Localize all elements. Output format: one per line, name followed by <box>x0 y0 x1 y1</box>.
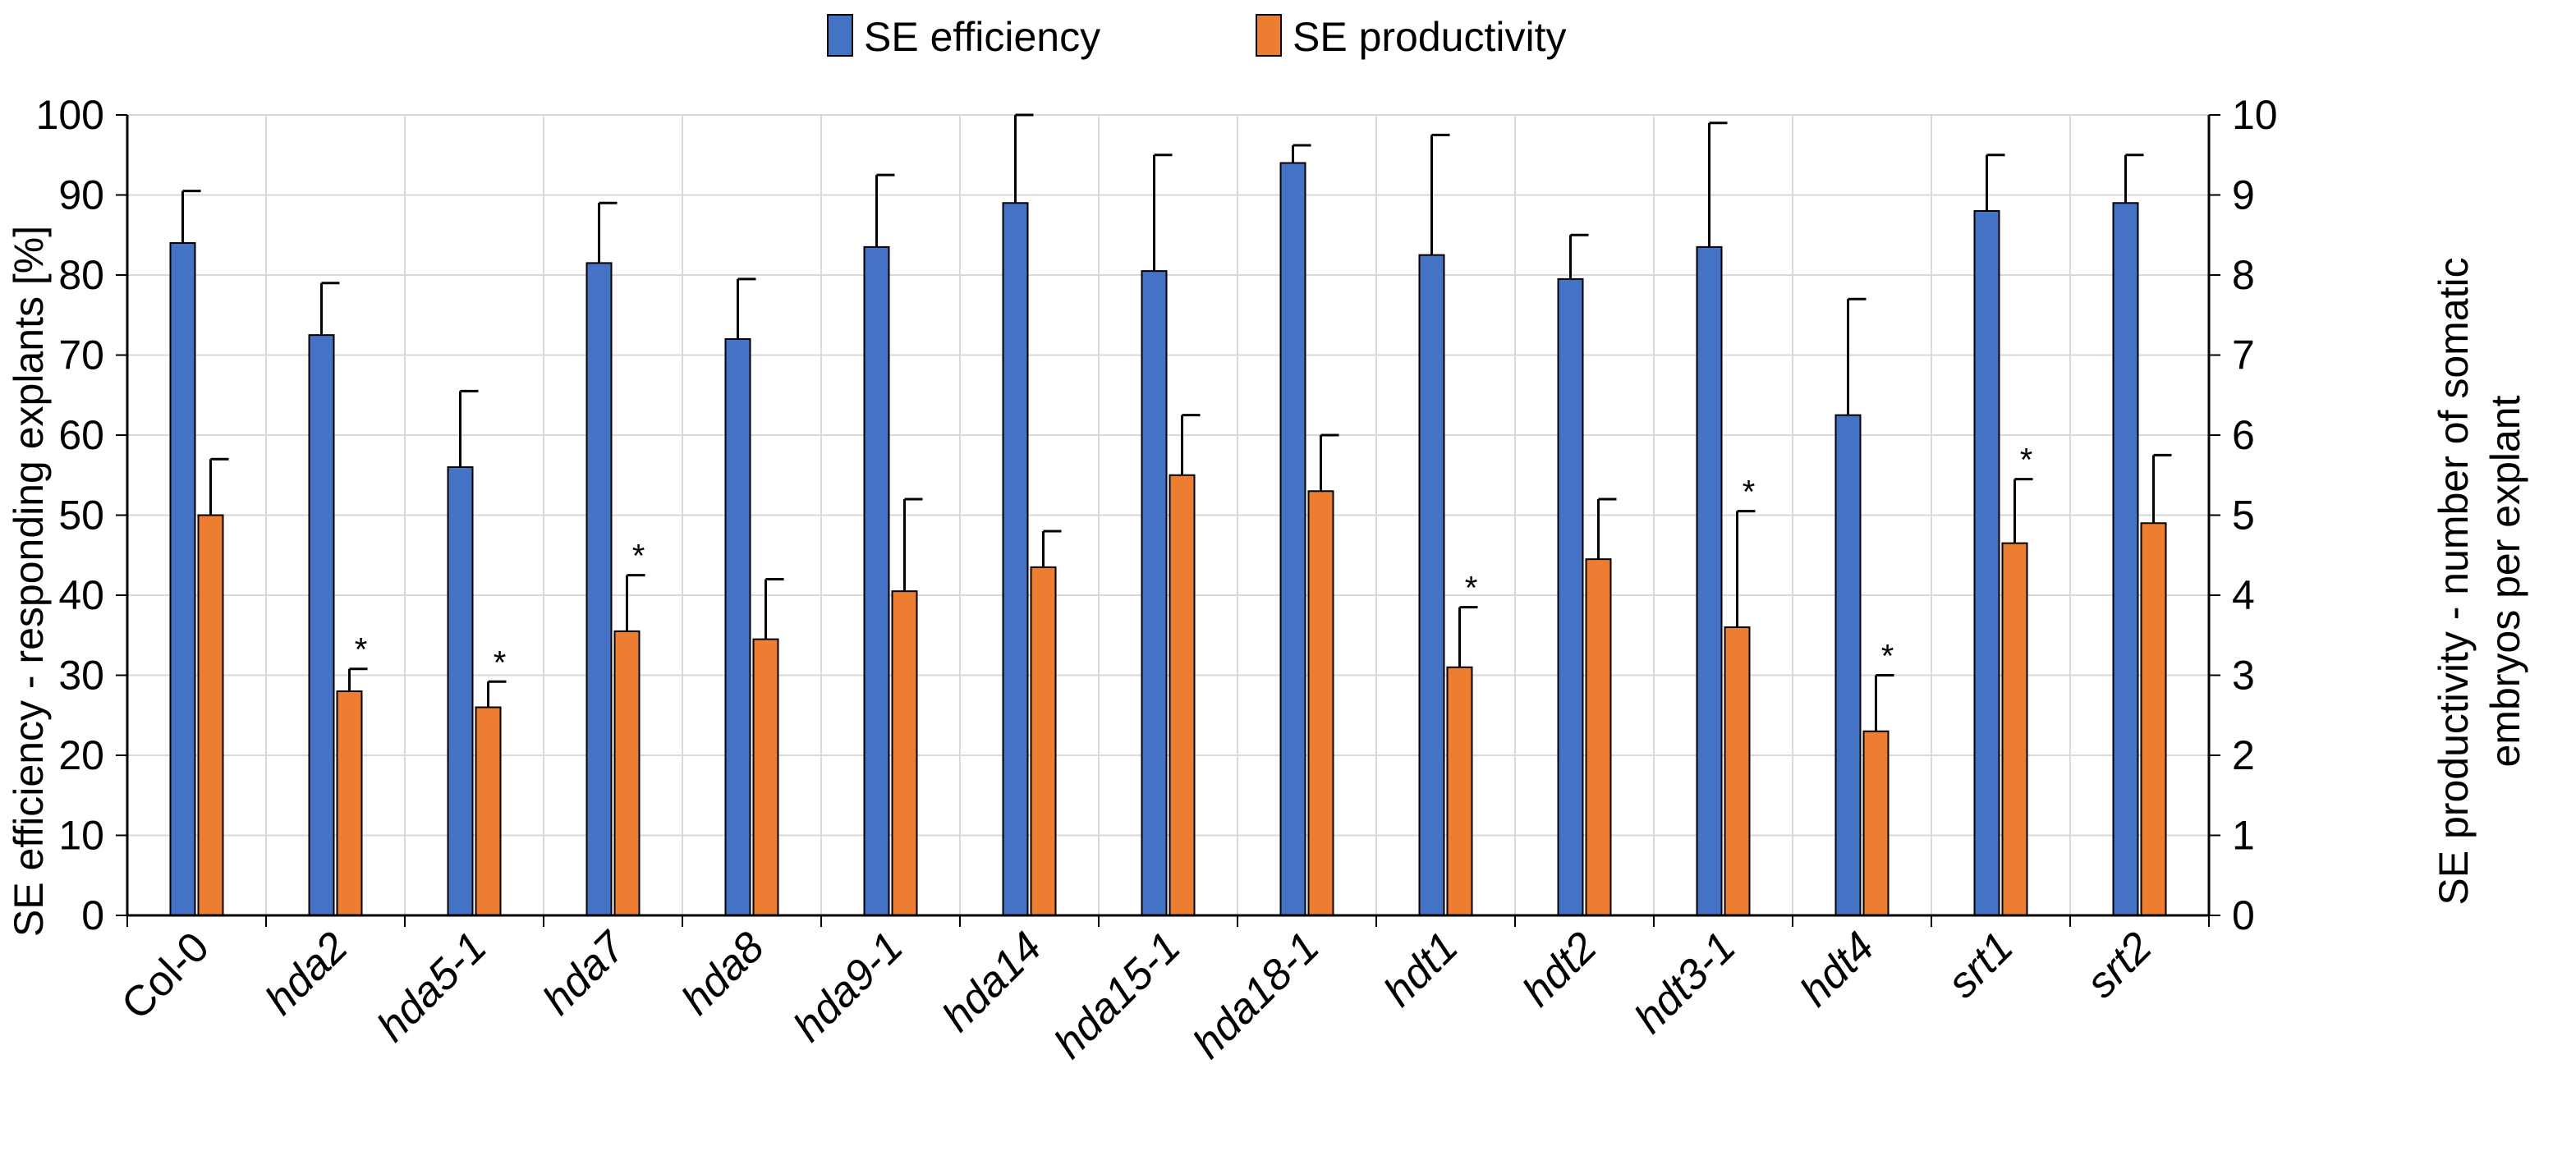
bar-efficiency <box>724 338 751 916</box>
category-label: hda8 <box>673 923 774 1024</box>
left-tick-label: 50 <box>58 493 104 539</box>
legend-label-efficiency: SE efficiency <box>864 14 1100 60</box>
bar-productivity <box>891 590 918 916</box>
category-label: Col-0 <box>112 923 218 1029</box>
significance-star: * <box>355 632 368 668</box>
bar-productivity <box>1724 626 1751 916</box>
bar-efficiency <box>2112 202 2139 916</box>
bar-productivity <box>1169 474 1196 916</box>
category-label: hda14 <box>934 923 1051 1040</box>
right-tick-label: 10 <box>2232 92 2278 138</box>
legend-swatch-productivity <box>1256 14 1282 57</box>
right-tick-label: 2 <box>2232 732 2255 778</box>
right-tick-label: 9 <box>2232 172 2255 218</box>
bar-productivity <box>475 706 502 916</box>
bar-efficiency <box>1557 277 1584 916</box>
left-axis: 0 10 20 30 40 50 60 70 80 90 100 <box>36 92 129 938</box>
bar-efficiency <box>1418 254 1445 916</box>
bar-efficiency <box>1279 162 1306 916</box>
significance-star: * <box>494 644 507 681</box>
right-tick-label: 4 <box>2232 572 2255 618</box>
bar-efficiency <box>447 466 474 916</box>
bar-productivity <box>197 514 224 916</box>
left-tick-label: 20 <box>58 732 104 778</box>
x-axis: Col-0 hda2 hda5-1 hda7 hda8 hda9-1 hda14hda15-… <box>112 914 2210 1067</box>
right-tick-label: 1 <box>2232 813 2255 859</box>
category-label: hdt3-1 <box>1626 923 1745 1042</box>
category-label: hda15-1 <box>1045 923 1190 1067</box>
category-label: hda7 <box>534 922 636 1024</box>
category-label: hda9-1 <box>784 923 912 1051</box>
category-label: hda18-1 <box>1184 923 1329 1067</box>
bar-productivity <box>336 690 363 916</box>
bar-efficiency <box>308 334 335 916</box>
right-tick-label: 8 <box>2232 252 2255 298</box>
bar-efficiency <box>169 242 196 916</box>
bar-productivity <box>2001 542 2028 916</box>
bar-efficiency <box>1141 270 1168 916</box>
right-tick-label: 3 <box>2232 653 2255 699</box>
right-axis: 0 1 2 3 4 5 6 7 8 9 10 <box>2207 92 2278 938</box>
left-tick-label: 90 <box>58 172 104 218</box>
category-label: srt1 <box>1939 923 2023 1007</box>
right-tick-label: 6 <box>2232 412 2255 458</box>
bar-efficiency <box>1002 202 1029 916</box>
left-tick-label: 70 <box>58 332 104 378</box>
category-label: hda2 <box>256 923 357 1024</box>
legend-swatch-efficiency <box>827 14 853 57</box>
plot-area: * * * * * * * <box>169 113 2172 916</box>
bar-productivity <box>1030 566 1057 916</box>
left-tick-label: 100 <box>36 92 104 138</box>
category-label: hdt4 <box>1791 923 1884 1016</box>
significance-star: * <box>1881 639 1894 675</box>
bar-efficiency <box>585 262 613 916</box>
bar-productivity <box>752 638 779 916</box>
category-label: hda5-1 <box>368 923 496 1051</box>
bar-efficiency <box>1696 245 1723 916</box>
bar-efficiency <box>1834 414 1862 916</box>
category-label: srt2 <box>2078 923 2161 1007</box>
bar-efficiency <box>1973 210 2000 916</box>
right-axis-title-line1: SE productivity - number of somatic <box>2431 257 2477 905</box>
right-axis-title-line2: embryos per explant <box>2482 395 2528 767</box>
left-tick-label: 80 <box>58 252 104 298</box>
gridlines <box>127 114 2210 915</box>
left-tick-label: 60 <box>58 412 104 458</box>
left-tick-label: 40 <box>58 572 104 618</box>
right-tick-label: 7 <box>2232 332 2255 378</box>
right-tick-label: 5 <box>2232 493 2255 539</box>
left-tick-label: 10 <box>58 813 104 859</box>
significance-star: * <box>2020 443 2033 479</box>
bar-productivity <box>2140 522 2167 916</box>
significance-star: * <box>1465 571 1478 607</box>
bar-efficiency <box>863 245 890 916</box>
left-axis-title: SE efficiency - responding explants [%] <box>6 226 52 937</box>
category-label: hdt1 <box>1375 923 1467 1016</box>
right-tick-label: 0 <box>2232 892 2255 938</box>
legend: SE efficiency SE productivity <box>827 14 1566 60</box>
category-label: hdt2 <box>1513 923 1606 1016</box>
bar-productivity <box>1307 490 1334 916</box>
left-tick-label: 30 <box>58 653 104 699</box>
significance-star: * <box>632 539 645 575</box>
legend-label-productivity: SE productivity <box>1293 14 1566 60</box>
bar-productivity <box>1862 730 1890 916</box>
bar-productivity <box>613 630 641 916</box>
significance-star: * <box>1743 475 1756 511</box>
left-tick-label: 0 <box>81 892 104 938</box>
bar-productivity <box>1585 558 1612 916</box>
bar-productivity <box>1446 666 1473 916</box>
